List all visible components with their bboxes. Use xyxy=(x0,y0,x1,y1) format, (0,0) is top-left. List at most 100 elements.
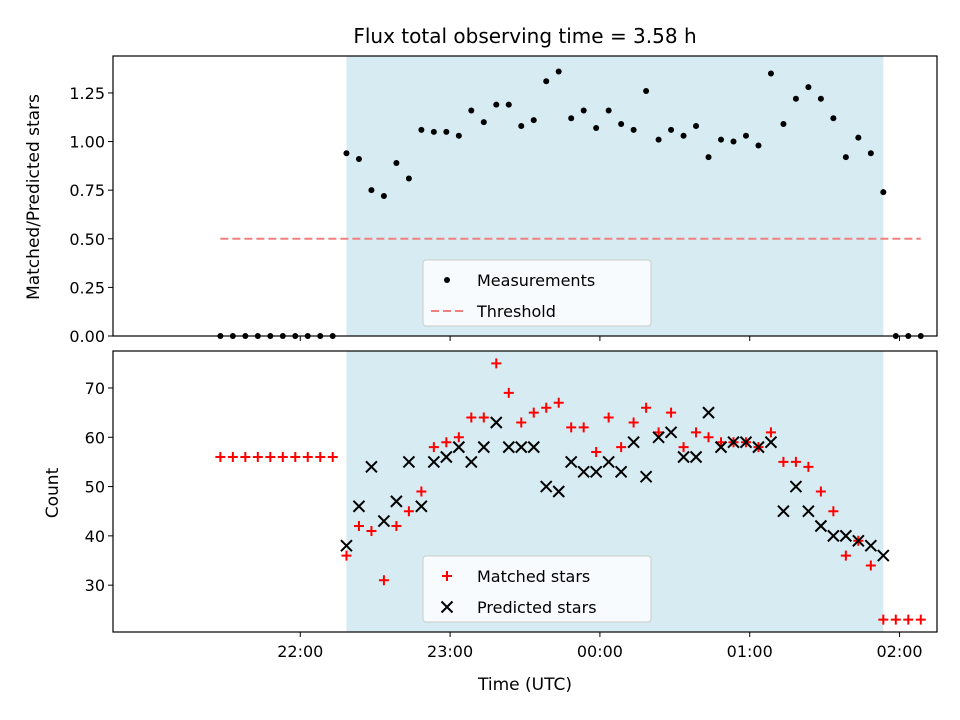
y-tick-label: 0.00 xyxy=(69,327,105,346)
data-point xyxy=(666,407,677,418)
y-tick-label: 30 xyxy=(85,576,105,595)
data-point xyxy=(480,119,487,126)
data-point xyxy=(730,138,737,145)
data-point xyxy=(490,416,503,429)
x-tick-label: 22:00 xyxy=(277,642,323,661)
data-point xyxy=(553,397,564,408)
panel-count: 30 40 50 60 70 22:00 23:00 00:00 01:00 02:00 Cou… xyxy=(43,350,938,661)
data-point xyxy=(718,136,725,143)
series-measurements xyxy=(217,68,924,339)
legend: Measurements Threshold xyxy=(422,259,652,327)
data-point xyxy=(403,506,414,517)
data-point xyxy=(416,486,427,497)
y-tick-label: 70 xyxy=(85,379,105,398)
data-point xyxy=(702,406,715,419)
data-point xyxy=(742,132,749,139)
data-point xyxy=(391,521,402,532)
data-point xyxy=(468,107,475,114)
data-point xyxy=(505,101,512,108)
data-point xyxy=(714,440,728,454)
data-point xyxy=(691,427,702,438)
data-point xyxy=(780,121,787,128)
data-point xyxy=(778,456,789,467)
data-point xyxy=(752,440,765,454)
data-point xyxy=(341,550,352,561)
data-point xyxy=(764,435,778,449)
data-point xyxy=(491,358,502,369)
x-tick-label: 02:00 xyxy=(876,642,922,661)
data-point xyxy=(502,440,515,454)
data-point xyxy=(805,84,812,91)
data-point xyxy=(368,187,375,194)
data-point xyxy=(443,128,450,135)
legend-swatch xyxy=(442,571,452,581)
data-point xyxy=(503,387,514,398)
data-point xyxy=(878,614,889,625)
data-point xyxy=(428,442,439,453)
data-point xyxy=(864,539,878,552)
data-point xyxy=(830,115,837,122)
data-point xyxy=(566,422,577,433)
y-axis-label: Count xyxy=(43,467,63,518)
legend-label: Predicted stars xyxy=(477,598,597,617)
data-point xyxy=(653,427,664,438)
data-point xyxy=(618,121,625,128)
data-point xyxy=(689,450,703,464)
data-point xyxy=(668,126,675,133)
data-point xyxy=(353,521,364,532)
data-point xyxy=(789,480,803,493)
x-tick-label: 00:00 xyxy=(577,642,623,661)
data-point xyxy=(427,455,441,469)
data-point xyxy=(680,132,687,139)
data-point xyxy=(915,614,926,625)
data-point xyxy=(777,505,790,518)
data-point xyxy=(803,461,814,472)
data-point xyxy=(452,440,466,454)
data-point xyxy=(402,455,416,469)
data-point xyxy=(867,150,874,157)
data-point xyxy=(605,107,612,114)
legend-label: Threshold xyxy=(476,302,556,321)
data-point xyxy=(315,451,326,462)
data-point xyxy=(453,432,464,443)
data-point xyxy=(327,451,338,462)
data-point xyxy=(302,451,313,462)
data-point xyxy=(377,514,391,528)
data-point xyxy=(527,440,540,454)
data-point xyxy=(739,435,753,449)
data-point xyxy=(693,123,700,129)
data-point xyxy=(652,431,665,444)
data-point xyxy=(880,189,887,196)
panel-ratio: 0.00 0.25 0.50 0.75 1.00 1.25 Matched/Predict… xyxy=(24,55,938,346)
data-point xyxy=(418,126,425,133)
data-point xyxy=(817,95,824,102)
data-point xyxy=(528,407,539,418)
data-point xyxy=(755,142,762,149)
data-point xyxy=(716,437,727,448)
data-point xyxy=(441,437,452,448)
data-point xyxy=(518,123,525,129)
data-point xyxy=(591,447,602,458)
data-point xyxy=(703,432,714,443)
data-point xyxy=(352,500,366,513)
data-point xyxy=(630,126,637,133)
data-point xyxy=(593,124,600,131)
data-point xyxy=(530,117,537,124)
y-tick-label: 1.00 xyxy=(69,133,105,152)
data-point xyxy=(355,156,362,163)
data-point xyxy=(815,486,826,497)
data-point xyxy=(643,88,650,94)
data-point xyxy=(378,575,389,586)
data-point xyxy=(577,465,590,478)
data-point xyxy=(252,451,263,462)
legend-box xyxy=(422,555,652,623)
data-point xyxy=(639,470,653,483)
data-point xyxy=(240,451,251,462)
data-point xyxy=(390,495,403,508)
data-point xyxy=(405,175,412,182)
data-point xyxy=(415,500,428,513)
data-point xyxy=(792,95,799,102)
legend: Matched stars Predicted stars xyxy=(422,555,652,623)
data-point xyxy=(765,427,776,438)
